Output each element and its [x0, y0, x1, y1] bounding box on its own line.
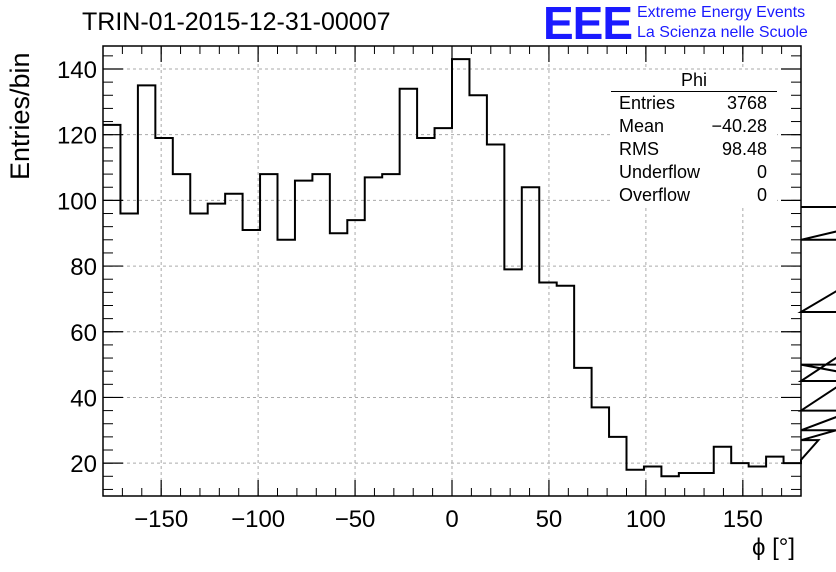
histogram-bin — [208, 204, 225, 496]
histogram-bin — [173, 174, 190, 496]
plot-frame — [102, 45, 802, 497]
stats-box: Phi Entries 3768 Mean −40.28 RMS 98.48 U… — [611, 70, 777, 207]
x-tick-label: 50 — [536, 506, 563, 533]
histogram-bin — [155, 138, 172, 496]
stats-value: 0 — [756, 185, 767, 205]
histogram-bin — [190, 214, 207, 496]
x-tick-label: −50 — [335, 506, 376, 533]
logo-line-1: Extreme Energy Events — [637, 4, 806, 21]
histogram-bin — [278, 240, 295, 496]
x-tick-label: 100 — [626, 506, 666, 533]
eee-logo: EEE — [543, 0, 633, 49]
x-tick-label: 150 — [723, 506, 763, 533]
y-tick-label: 120 — [57, 123, 97, 150]
histogram-bin — [592, 407, 609, 496]
histogram-bin — [522, 187, 539, 496]
histogram-bin — [627, 470, 644, 496]
histogram-bin — [574, 368, 591, 496]
histogram-bin — [696, 473, 713, 496]
stats-box-title: Phi — [611, 70, 777, 92]
histogram-bin — [504, 269, 521, 496]
histogram-bin — [435, 128, 452, 496]
histogram-bin — [609, 437, 626, 496]
histogram-bin — [417, 138, 434, 496]
histogram-bin — [644, 466, 661, 496]
histogram-bin — [347, 220, 364, 496]
histogram-bin — [661, 476, 678, 496]
histogram-bin — [539, 282, 556, 496]
stats-row-underflow: Underflow 0 — [611, 161, 777, 184]
stats-label: RMS — [619, 139, 659, 159]
histogram-bin — [784, 463, 801, 496]
stats-label: Mean — [619, 116, 665, 136]
y-tick-label: 40 — [70, 385, 97, 412]
stats-value: 98.48 — [721, 139, 767, 159]
stats-label: Underflow — [619, 162, 701, 182]
x-tick-label: −150 — [134, 506, 188, 533]
tick-labels: −150 −100 −50 0 50 100 150 20 40 60 80 100 120 140 — [57, 57, 763, 533]
histogram-bin — [103, 125, 120, 496]
histogram-bin — [469, 95, 486, 496]
stats-row-rms: RMS 98.48 — [611, 138, 777, 161]
x-axis-label: ϕ [°] — [752, 534, 796, 561]
histogram-bin — [557, 286, 574, 496]
histogram-bin — [382, 174, 399, 496]
stats-row-mean: Mean −40.28 — [611, 115, 777, 138]
histogram-bin — [260, 174, 277, 496]
y-tick-label: 140 — [57, 57, 97, 84]
histogram-bin — [243, 230, 260, 496]
y-tick-label: 20 — [70, 451, 97, 478]
stats-value: 0 — [756, 162, 767, 182]
histogram-bin — [714, 447, 731, 496]
y-axis-label: Entries/bin — [5, 52, 35, 180]
histogram-bin — [452, 59, 469, 496]
histogram-bin — [731, 463, 748, 496]
stats-row-overflow: Overflow 0 — [611, 184, 777, 207]
y-tick-label: 80 — [70, 254, 97, 281]
stats-label: Overflow — [619, 185, 691, 205]
logo-line-2: La Scienza nelle Scuole — [637, 24, 808, 41]
chart-title: TRIN-01-2015-12-31-00007 — [82, 8, 391, 36]
histogram-bin — [138, 85, 155, 496]
histogram-bin — [487, 145, 504, 496]
x-tick-label: 0 — [445, 506, 458, 533]
histogram-bin — [312, 174, 329, 496]
histogram-bin — [295, 181, 312, 496]
histogram-bin — [225, 194, 242, 496]
histogram-bin — [365, 177, 382, 496]
histogram-outline — [103, 58, 836, 478]
y-tick-label: 60 — [70, 320, 97, 347]
histogram-bin — [679, 473, 696, 496]
stats-row-entries: Entries 3768 — [611, 92, 777, 115]
x-tick-label: −100 — [231, 506, 285, 533]
histogram-bin — [330, 233, 347, 496]
stats-value: 3768 — [726, 93, 767, 113]
histogram-bin — [400, 89, 417, 496]
histogram-bin — [749, 466, 766, 496]
histogram-bin — [120, 214, 137, 496]
stats-label: Entries — [619, 93, 676, 113]
stats-value: −40.28 — [711, 116, 767, 136]
histogram-bin — [766, 457, 783, 496]
y-tick-label: 100 — [57, 188, 97, 215]
